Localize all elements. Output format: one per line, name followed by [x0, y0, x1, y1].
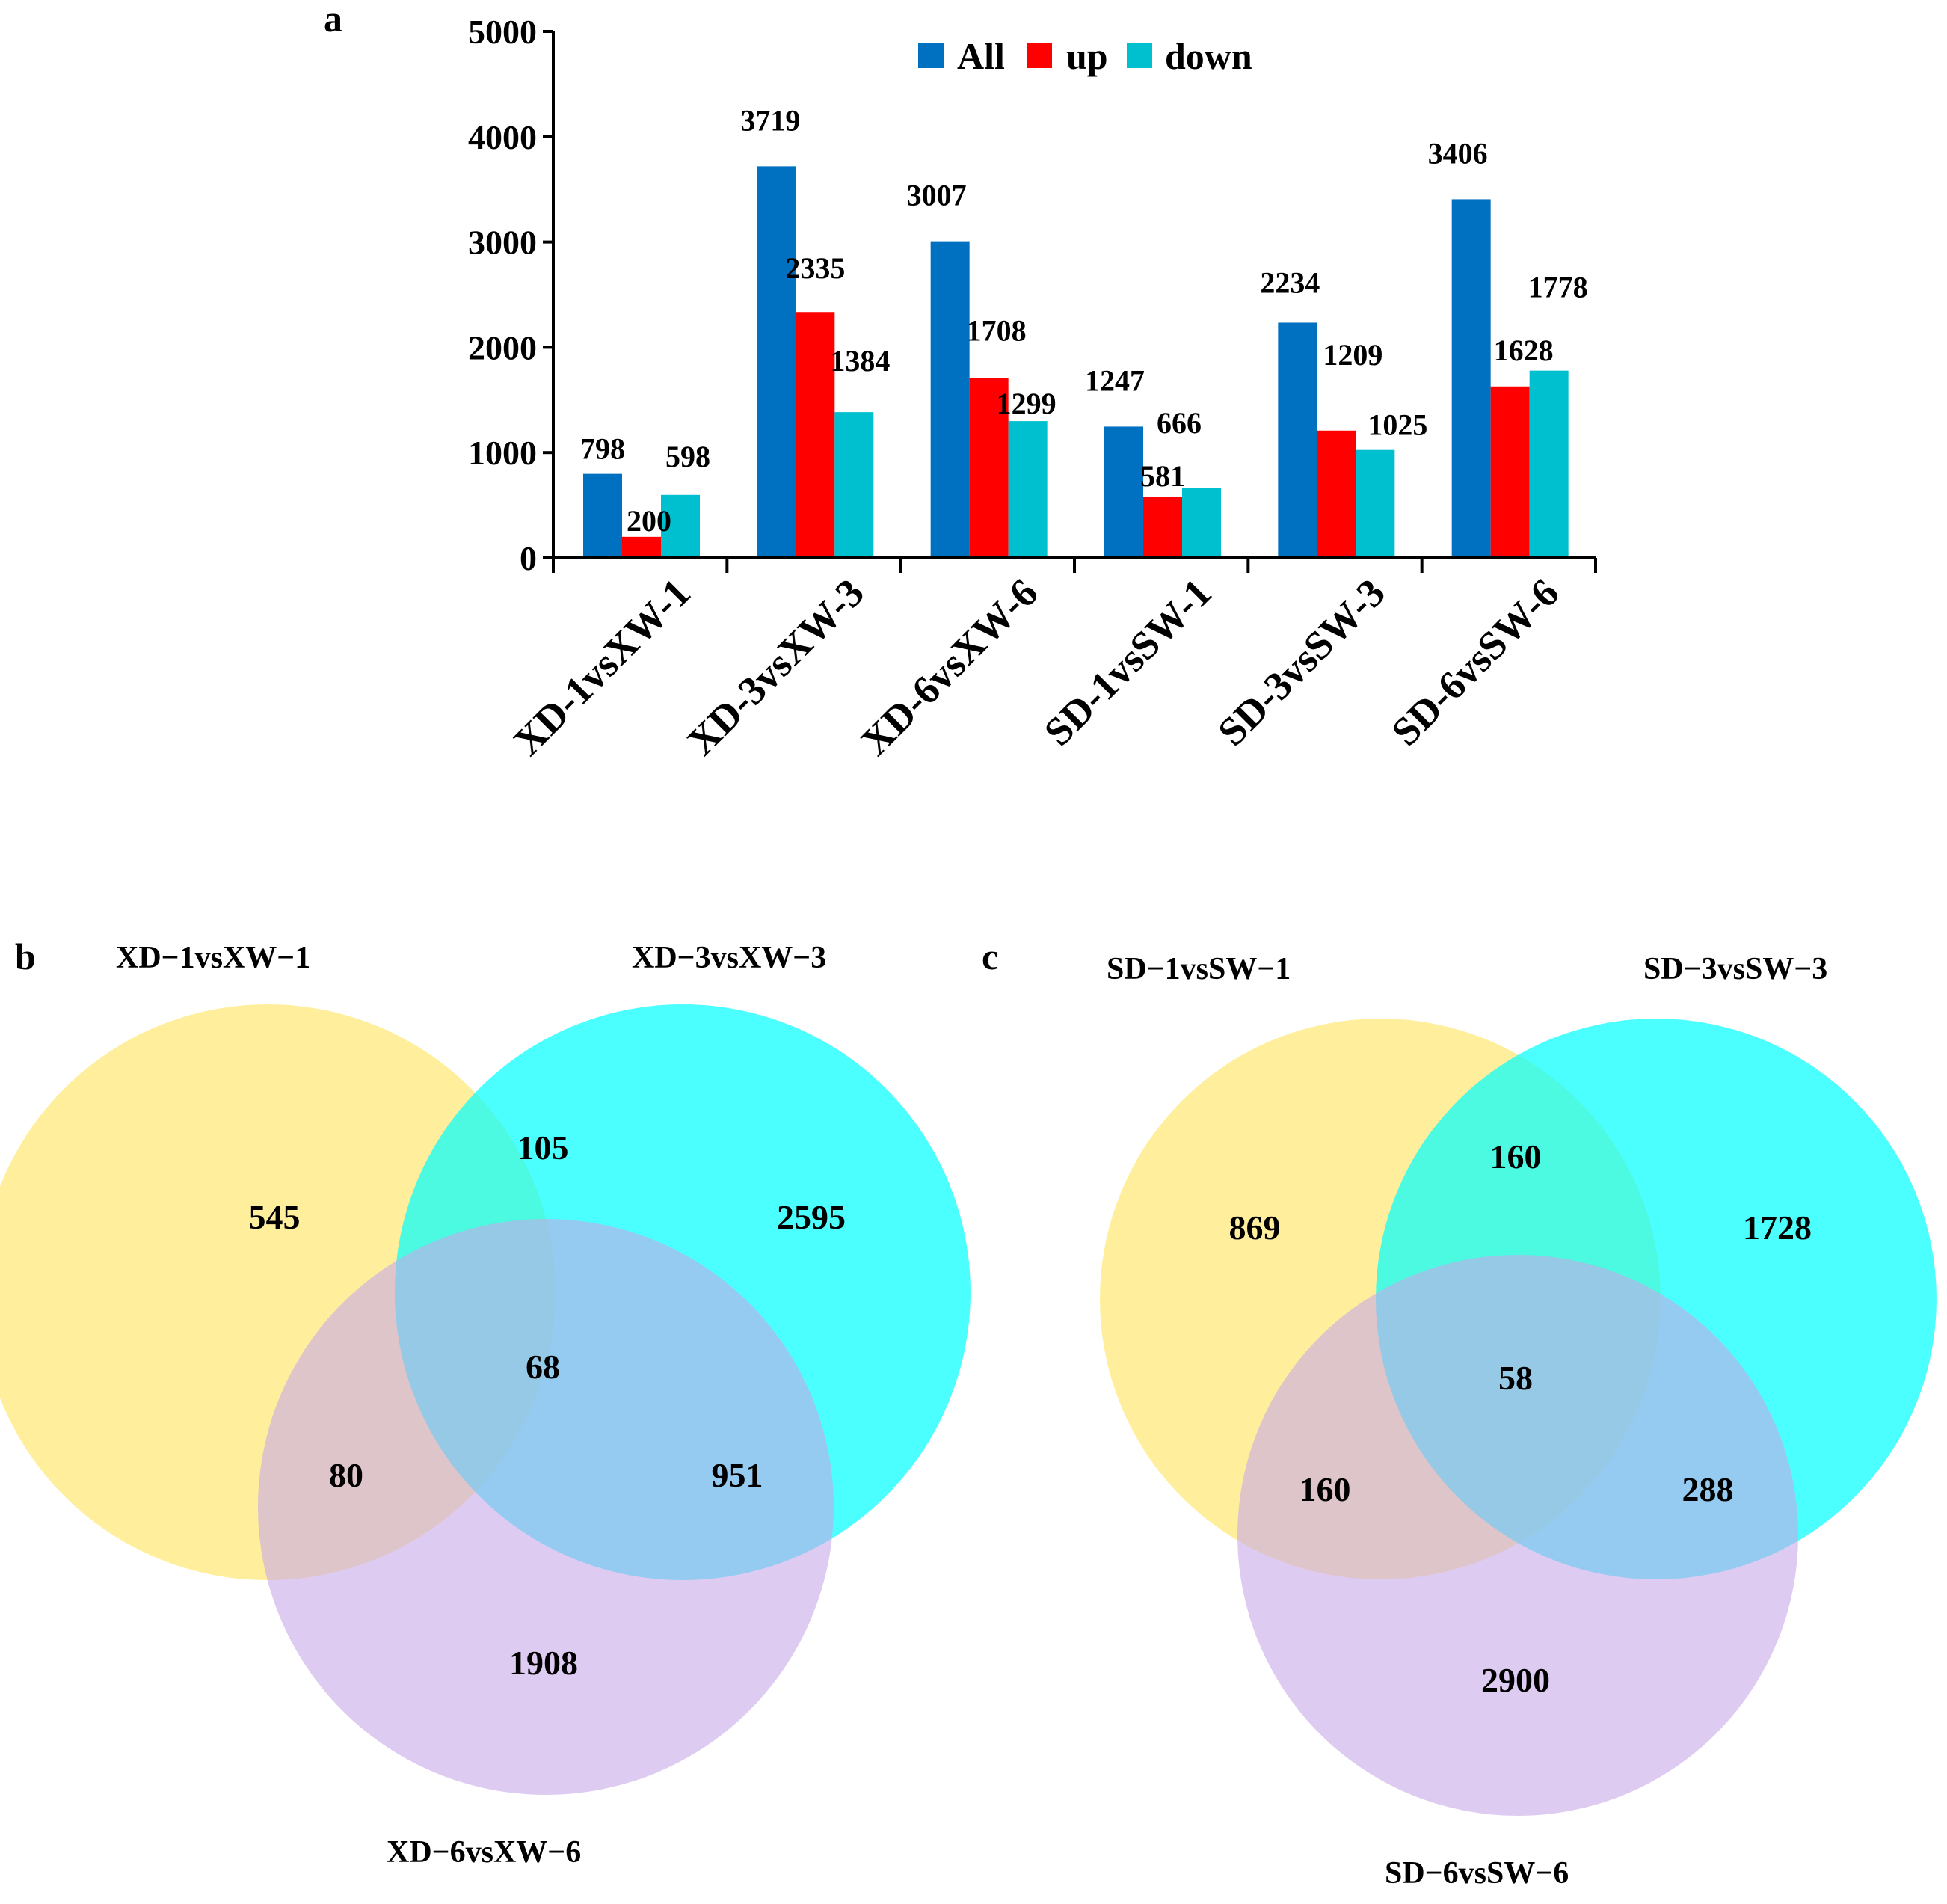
venn-c: SD−1vsSW−1 SD−3vsSW−3 SD−6vsSW−6 869 172… [1100, 952, 1937, 1891]
legend-swatch-all [918, 43, 944, 68]
bar-value-label: 3719 [740, 103, 800, 137]
bar-value-label: 2335 [785, 251, 845, 285]
bar-down [1356, 449, 1395, 558]
bar-down [1182, 488, 1221, 558]
bars [583, 166, 1569, 558]
bar-value-label: 3007 [907, 179, 967, 212]
y-tick-label: 0 [520, 539, 537, 577]
bar-value-label: 1247 [1085, 363, 1145, 397]
bar-value-label: 1025 [1368, 408, 1427, 442]
y-tick-label: 5000 [468, 13, 537, 51]
bar-value-labels: 798 200 598 3719 2335 1384 3007 1708 1299 1247 581… [580, 103, 1588, 537]
bar-up [622, 536, 661, 558]
venn-c-only-1: 869 [1229, 1209, 1281, 1247]
venn-b-only-1: 545 [249, 1198, 301, 1236]
legend-swatch-down [1127, 43, 1152, 68]
bar-value-label: 666 [1157, 406, 1202, 440]
bar-value-label: 598 [665, 440, 710, 473]
bar-value-label: 2234 [1260, 265, 1320, 299]
venn-c-only-3: 2900 [1481, 1661, 1550, 1699]
venn-b-intersect-all: 68 [526, 1348, 560, 1386]
venn-b: XD−1vsXW−1 XD−3vsXW−3 XD−6vsXW−6 545 259… [0, 941, 971, 1870]
bar-value-label: 3406 [1428, 136, 1488, 170]
bar-up [969, 378, 1009, 558]
bar-all [757, 166, 796, 558]
y-tick-label: 4000 [468, 118, 537, 156]
bar-down [834, 412, 874, 558]
x-category-labels: XD-1vsXW-1XD-3vsXW-3XD-6vsXW-6SD-1vsSW-1… [505, 570, 1567, 764]
legend: All up down [918, 35, 1252, 77]
legend-label-all: All [957, 35, 1005, 77]
y-tick-label: 2000 [468, 328, 537, 366]
bar-up [1317, 430, 1356, 558]
y-axis: 0 1000 2000 3000 4000 5000 [468, 13, 555, 577]
bar-up [1490, 386, 1530, 558]
bar-value-label: 1778 [1528, 271, 1588, 304]
bar-all [930, 241, 970, 558]
x-ticks [552, 558, 1597, 573]
venn-c-only-2: 1728 [1743, 1209, 1812, 1247]
y-tick-label: 3000 [468, 224, 537, 262]
x-axis: XD-1vsXW-1XD-3vsXW-3XD-6vsXW-6SD-1vsSW-1… [505, 556, 1597, 764]
venn-b-intersect-2-3: 951 [712, 1456, 763, 1494]
venn-b-set-label-1: XD−1vsXW−1 [116, 941, 310, 975]
venn-c-intersect-1-3: 160 [1299, 1470, 1351, 1508]
venn-c-intersect-all: 58 [1498, 1359, 1533, 1397]
panel-b-label: b [15, 936, 36, 977]
panel-c-label: c [982, 936, 998, 977]
bar-down [1008, 421, 1048, 558]
bar-all [1104, 426, 1143, 558]
bar-all [583, 473, 622, 558]
bar-value-label: 200 [627, 504, 671, 538]
bar-value-label: 1209 [1323, 338, 1382, 372]
x-category-label: SD-6vsSW-6 [1383, 570, 1568, 755]
bar-chart: 798 200 598 3719 2335 1384 3007 1708 1299 1247 581… [468, 13, 1597, 764]
legend-label-down: down [1165, 35, 1252, 77]
bar-down [661, 494, 700, 558]
bar-value-label: 1708 [967, 314, 1027, 348]
y-tick-label: 1000 [468, 434, 537, 472]
panel-a-label: a [324, 0, 342, 40]
bar-value-label: 798 [580, 432, 625, 466]
venn-c-set-label-3: SD−6vsSW−6 [1385, 1856, 1569, 1891]
venn-b-circle-3 [258, 1219, 834, 1795]
bar-value-label: 581 [1140, 459, 1185, 493]
venn-b-intersect-1-3: 80 [329, 1456, 363, 1494]
venn-c-circle-3 [1237, 1255, 1798, 1816]
venn-b-intersect-1-2: 105 [517, 1128, 569, 1167]
bar-up [796, 312, 835, 558]
bar-down [1529, 370, 1569, 558]
bar-value-label: 1384 [830, 344, 890, 378]
x-category-label: XD-3vsXW-3 [678, 570, 872, 764]
venn-c-set-label-1: SD−1vsSW−1 [1107, 952, 1291, 986]
legend-label-up: up [1066, 35, 1108, 77]
venn-b-only-2: 2595 [777, 1198, 846, 1236]
x-category-label: SD-3vsSW-3 [1209, 570, 1394, 755]
venn-b-set-label-2: XD−3vsXW−3 [632, 941, 826, 975]
bar-all [1278, 322, 1317, 558]
venn-b-set-label-3: XD−6vsXW−6 [387, 1835, 581, 1870]
bar-all [1451, 199, 1491, 558]
x-category-label: XD-6vsXW-6 [852, 570, 1046, 764]
venn-c-set-label-2: SD−3vsSW−3 [1643, 952, 1827, 986]
venn-b-only-3: 1908 [509, 1644, 578, 1682]
x-category-label: XD-1vsXW-1 [505, 570, 698, 764]
x-category-label: SD-1vsSW-1 [1036, 570, 1220, 755]
y-ticks: 0 1000 2000 3000 4000 5000 [468, 13, 553, 577]
venn-c-intersect-2-3: 288 [1682, 1470, 1734, 1508]
legend-swatch-up [1027, 43, 1052, 68]
bar-value-label: 1299 [997, 387, 1056, 420]
venn-c-intersect-1-2: 160 [1490, 1137, 1542, 1176]
bar-up [1143, 497, 1182, 558]
bar-value-label: 1628 [1494, 334, 1554, 367]
